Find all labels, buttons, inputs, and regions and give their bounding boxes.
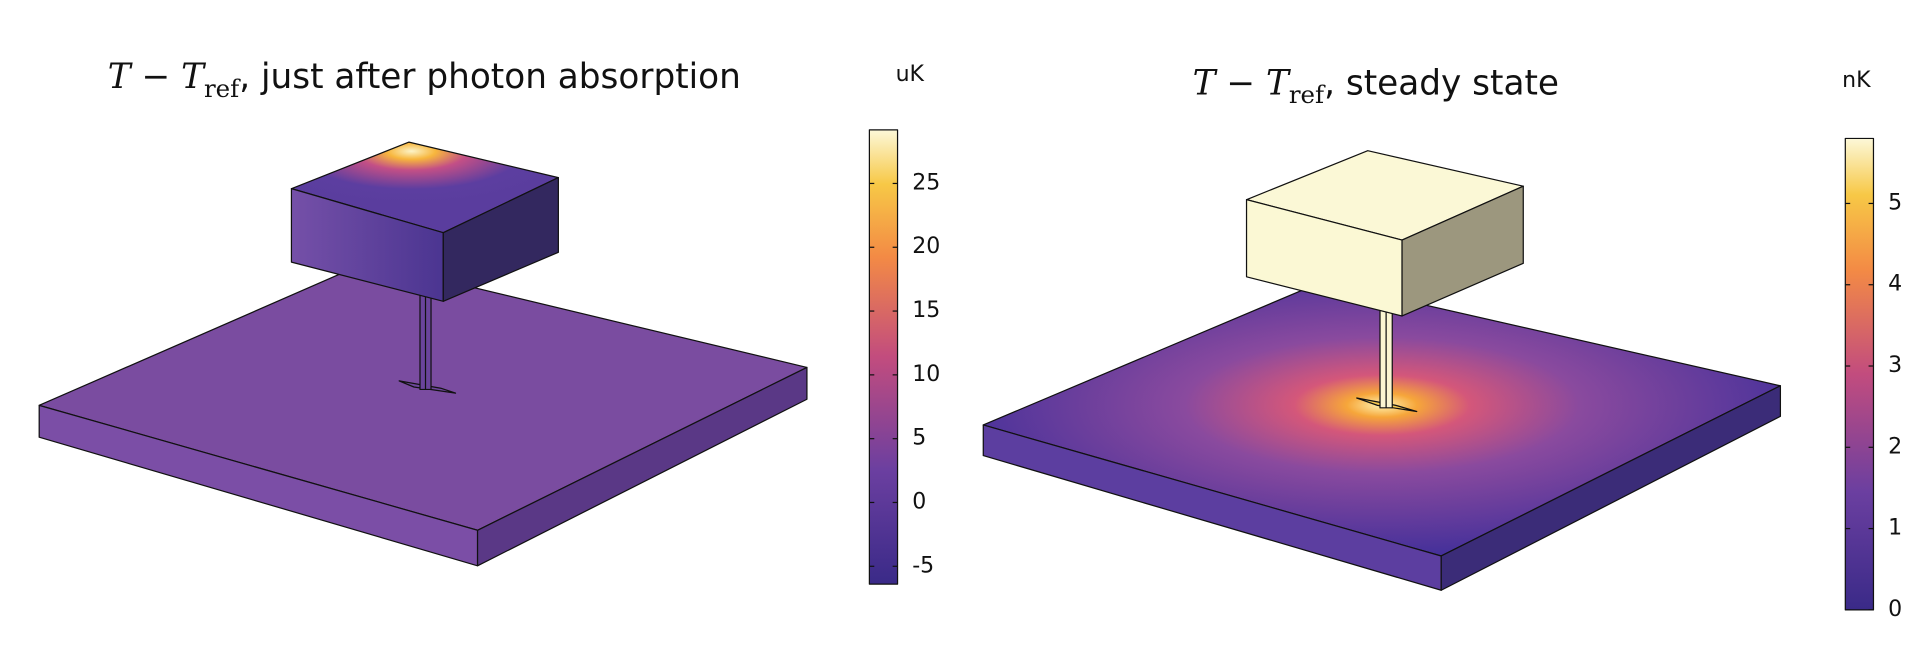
title-subscript: ref: [204, 74, 241, 103]
colorbar: [1844, 137, 1875, 611]
title-math: T − T: [108, 57, 206, 97]
tick-label: 10: [912, 362, 940, 387]
left-model: [38, 141, 808, 567]
slab-side: [476, 366, 808, 567]
tick-label: 1: [1888, 516, 1902, 541]
tick-label: 3: [1888, 353, 1902, 378]
right-model: [982, 150, 1782, 591]
title-text: , just after photon absorption: [239, 57, 741, 97]
colorbar: [868, 129, 899, 585]
tick-label: 5: [1888, 190, 1902, 215]
title-text: , steady state: [1324, 63, 1559, 103]
slab-side: [1440, 385, 1782, 591]
box-side: [442, 177, 559, 302]
box-side: [1401, 185, 1524, 317]
tick-label: 0: [912, 489, 926, 514]
tick-label: 4: [1888, 272, 1902, 297]
title-subscript: ref: [1289, 80, 1326, 109]
panel-title: T − Tref, steady state: [1193, 63, 1559, 109]
colorbar-unit: nK: [1842, 68, 1871, 93]
tick-label: 5: [912, 426, 926, 451]
colorbar-unit: uK: [896, 62, 925, 87]
tick-label: 15: [912, 298, 940, 323]
tick-label: 2: [1888, 434, 1902, 459]
tick-label: 20: [912, 234, 940, 259]
panel-title: T − Tref, just after photon absorption: [108, 57, 741, 103]
tick-label: 0: [1888, 597, 1902, 622]
title-math: T − T: [1193, 63, 1291, 103]
tick-label: 25: [912, 170, 940, 195]
tick-label: -5: [912, 553, 934, 578]
